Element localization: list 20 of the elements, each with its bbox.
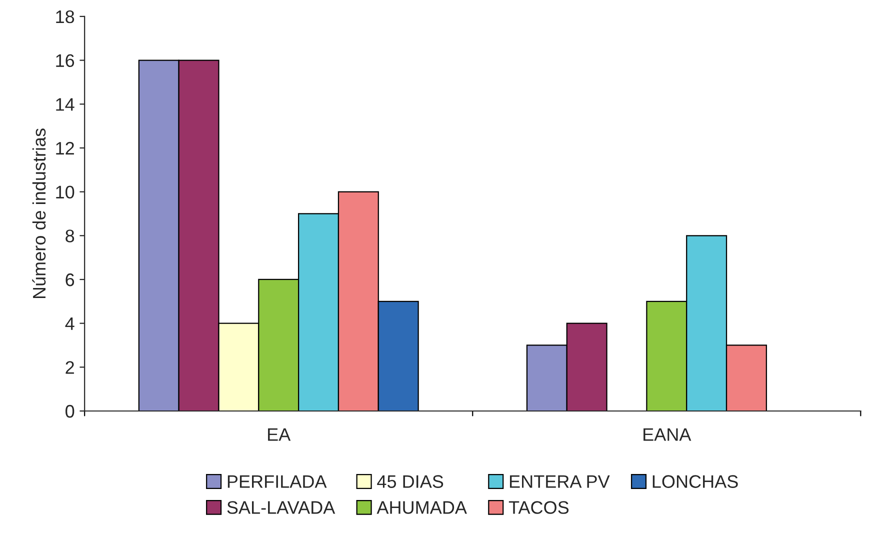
y-tick-label: 0 bbox=[66, 404, 74, 418]
x-tick-label: EANA bbox=[644, 428, 692, 441]
legend-label: LONCHAS bbox=[652, 475, 738, 488]
legend-label: ENTERA PV bbox=[510, 475, 610, 488]
legend-label: AHUMADA bbox=[376, 501, 467, 514]
y-tick-label: 4 bbox=[65, 317, 74, 330]
y-tick-label: 16 bbox=[56, 54, 74, 67]
y-tick-label: 12 bbox=[56, 142, 74, 154]
y-tick-label: 2 bbox=[66, 361, 74, 374]
legend-label: TACOS bbox=[508, 501, 569, 514]
legend-label: SAL-LAVADA bbox=[227, 501, 336, 514]
y-tick-label: 10 bbox=[56, 186, 74, 199]
y-tick-label: 18 bbox=[56, 10, 74, 24]
y-axis-title: Número de industrias bbox=[32, 128, 46, 298]
legend-label: PERFILADA bbox=[228, 475, 327, 488]
y-tick-label: 6 bbox=[66, 273, 74, 286]
y-tick-label: 8 bbox=[66, 230, 74, 242]
y-tick-label: 14 bbox=[56, 98, 74, 111]
legend-label: 45 DIAS bbox=[377, 475, 444, 488]
x-tick-label: EA bbox=[268, 428, 291, 441]
